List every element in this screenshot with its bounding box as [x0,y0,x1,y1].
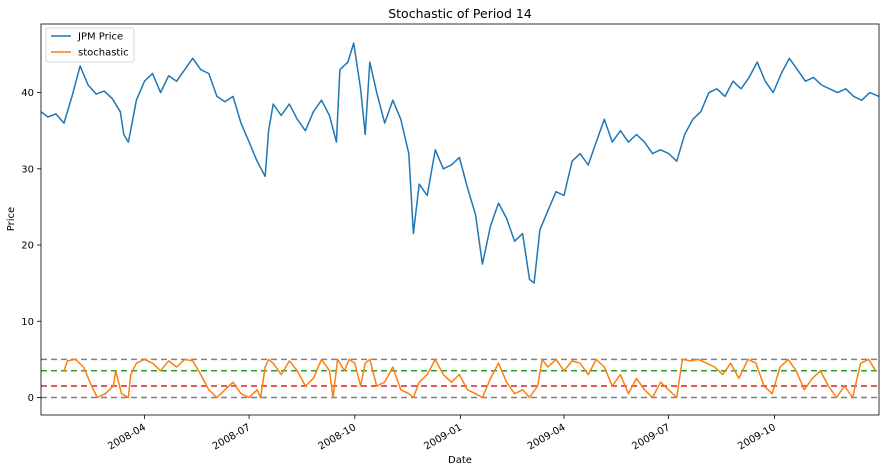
series-line-1 [63,358,877,399]
chart-title: Stochastic of Period 14 [388,6,532,21]
y-tick-label-30: 30 [21,164,34,175]
plot-area-frame [40,23,880,416]
y-tick-label-40: 40 [21,88,34,99]
y-axis-label: Price [6,207,17,231]
y-tick-label-20: 20 [21,241,34,252]
y-axis: 0 10 20 30 40 [21,88,41,404]
x-axis-label: Date [448,455,472,466]
y-tick-label-10: 10 [21,317,34,328]
y-tick-label-0: 0 [28,393,34,404]
series-line-0 [40,42,880,284]
legend: JPM Price stochastic [45,27,135,63]
series-layer [40,42,880,399]
legend-label-0: JPM Price [77,32,123,43]
legend-label-1: stochastic [78,48,129,59]
